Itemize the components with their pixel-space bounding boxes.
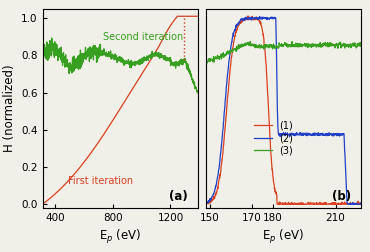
X-axis label: E$_p$ (eV): E$_p$ (eV) xyxy=(99,228,141,246)
(3) xyxy=(359,44,363,47)
Text: First iteration: First iteration xyxy=(68,176,134,186)
(2) xyxy=(295,133,299,136)
(2) xyxy=(258,15,262,18)
(3) xyxy=(248,40,252,43)
(3) xyxy=(274,46,279,49)
Line: (3): (3) xyxy=(205,42,361,63)
(2) xyxy=(359,202,363,205)
(2) xyxy=(320,132,325,135)
(1) xyxy=(246,14,250,17)
(2) xyxy=(274,32,278,35)
(1) xyxy=(295,202,300,205)
(1) xyxy=(307,202,312,205)
(2) xyxy=(231,35,235,38)
Text: Second iteration: Second iteration xyxy=(103,32,183,42)
(3) xyxy=(205,61,209,65)
(1) xyxy=(274,192,279,195)
Text: (b): (b) xyxy=(332,190,351,203)
(3) xyxy=(295,44,300,47)
(1) xyxy=(321,202,325,205)
(1) xyxy=(203,200,208,203)
(1) xyxy=(231,44,235,47)
(1) xyxy=(204,203,209,206)
Line: (2): (2) xyxy=(205,17,361,204)
Y-axis label: H (normalized): H (normalized) xyxy=(3,65,16,152)
Line: (1): (1) xyxy=(205,16,361,204)
(3) xyxy=(307,43,312,46)
X-axis label: E$_p$ (eV): E$_p$ (eV) xyxy=(262,228,304,246)
(2) xyxy=(346,203,350,206)
(3) xyxy=(231,48,235,51)
(3) xyxy=(203,60,208,63)
(2) xyxy=(307,132,312,135)
(3) xyxy=(321,42,325,45)
Legend: (1), (2), (3): (1), (2), (3) xyxy=(252,119,295,158)
(2) xyxy=(203,201,208,204)
(2) xyxy=(243,17,248,20)
(1) xyxy=(243,17,248,20)
Text: (a): (a) xyxy=(169,190,188,203)
(3) xyxy=(243,42,248,45)
(1) xyxy=(359,203,363,206)
